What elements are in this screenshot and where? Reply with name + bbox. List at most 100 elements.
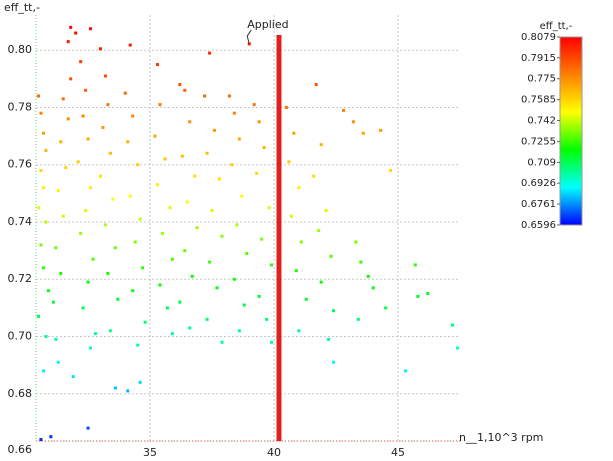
point <box>89 27 93 31</box>
point <box>287 160 291 164</box>
point <box>91 257 95 261</box>
colorbar-tick-label: 0.6926 <box>521 178 556 189</box>
point <box>237 137 241 141</box>
point <box>183 88 187 92</box>
point <box>71 375 75 379</box>
colorbar-tick-label: 0.709 <box>527 157 556 168</box>
point <box>160 231 164 235</box>
point <box>41 369 45 373</box>
point <box>185 200 189 204</box>
point <box>312 174 316 178</box>
point <box>59 140 63 144</box>
point <box>230 163 234 167</box>
point <box>128 43 132 47</box>
point <box>94 332 98 336</box>
point <box>141 266 145 270</box>
point <box>257 120 261 124</box>
y-tick-label: 0.76 <box>8 158 33 171</box>
point <box>66 40 70 44</box>
point <box>317 229 321 233</box>
annotation-leader <box>246 29 252 45</box>
point <box>389 168 393 172</box>
point <box>86 137 90 141</box>
point <box>220 234 224 238</box>
point <box>69 77 73 81</box>
point <box>41 131 45 135</box>
point <box>205 151 209 155</box>
point <box>79 231 83 235</box>
point <box>39 168 43 172</box>
point <box>195 226 199 230</box>
y-tick-label: 0.74 <box>8 215 33 228</box>
point <box>371 286 375 290</box>
point <box>255 171 259 175</box>
point <box>227 94 231 98</box>
y-tick-label: 0.68 <box>8 387 33 400</box>
point <box>426 292 430 296</box>
point <box>257 294 261 298</box>
point <box>86 426 90 430</box>
point <box>98 174 102 178</box>
point <box>332 309 336 313</box>
point <box>379 128 383 132</box>
point <box>203 94 207 98</box>
point <box>413 263 417 267</box>
point <box>106 272 110 276</box>
point <box>168 206 172 210</box>
colorbar-tick-label: 0.8079 <box>521 32 556 43</box>
point <box>136 163 140 167</box>
point <box>284 105 288 109</box>
point <box>361 131 365 135</box>
point <box>354 240 358 244</box>
point <box>183 249 187 253</box>
point <box>262 146 266 150</box>
point <box>108 151 112 155</box>
point <box>84 209 88 213</box>
point <box>188 120 192 124</box>
point <box>131 114 135 118</box>
point <box>59 272 63 276</box>
point <box>133 240 137 244</box>
point <box>136 343 140 347</box>
point <box>324 209 328 213</box>
point <box>128 194 132 198</box>
point <box>84 88 88 92</box>
point <box>416 294 420 298</box>
point <box>64 166 68 170</box>
point <box>220 340 224 344</box>
point <box>49 435 53 439</box>
point <box>170 332 174 336</box>
point <box>143 320 147 324</box>
point <box>190 274 194 278</box>
point <box>304 297 308 301</box>
point <box>180 154 184 158</box>
applied-line <box>276 35 282 441</box>
point <box>111 197 115 201</box>
point <box>103 223 107 227</box>
point <box>56 360 60 364</box>
colorbar-tick-label: 0.7255 <box>521 136 556 147</box>
y-axis-label: eff_tt,- <box>4 1 40 14</box>
y-tick-label: 0.72 <box>8 272 33 285</box>
point <box>178 300 182 304</box>
point <box>44 335 48 339</box>
x-tick-label: 40 <box>267 446 281 459</box>
point <box>44 220 48 224</box>
point <box>138 217 142 221</box>
point <box>36 206 40 210</box>
colorbar-tick-label: 0.7585 <box>521 95 556 106</box>
y-tick-label: 0.70 <box>8 330 33 343</box>
point <box>113 386 117 390</box>
point <box>61 214 65 218</box>
point <box>89 186 93 190</box>
point <box>126 140 130 144</box>
point <box>138 380 142 384</box>
point <box>61 97 65 101</box>
point <box>242 303 246 307</box>
colorbar-tick-label: 0.6761 <box>521 199 556 210</box>
point <box>384 306 388 310</box>
point <box>158 283 162 287</box>
point <box>81 306 85 310</box>
point <box>39 438 43 442</box>
